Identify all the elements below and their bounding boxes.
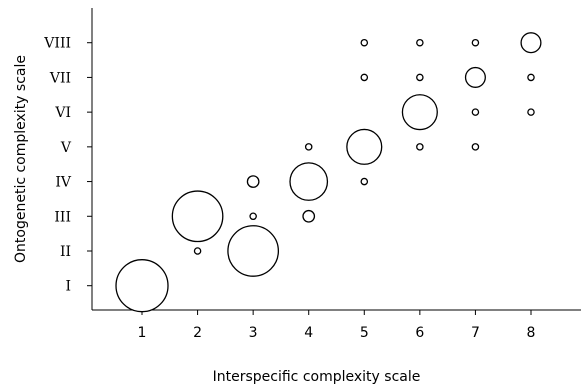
bubble-series bbox=[115, 32, 542, 313]
chart-axes bbox=[91, 8, 581, 311]
bubble-point bbox=[115, 259, 169, 313]
bubble-point bbox=[520, 32, 542, 54]
y-tick-label: I bbox=[65, 279, 71, 295]
x-tick-label: 7 bbox=[471, 325, 480, 341]
y-tick-label: III bbox=[54, 209, 71, 225]
x-tick-label: 5 bbox=[360, 325, 369, 341]
bubble-point bbox=[527, 73, 535, 82]
y-tick-label: II bbox=[60, 244, 71, 260]
bubble-point bbox=[249, 212, 257, 221]
bubble-point bbox=[304, 143, 313, 151]
bubble-point bbox=[416, 73, 424, 82]
x-tick-label: 4 bbox=[304, 325, 313, 341]
bubble-point bbox=[302, 209, 316, 223]
x-tick-label: 6 bbox=[415, 325, 424, 341]
y-axis-title: Ontogenetic complexity scale bbox=[13, 55, 29, 263]
bubble-point bbox=[246, 175, 260, 188]
bubble-point bbox=[471, 38, 480, 47]
x-axis-title: Interspecific complexity scale bbox=[213, 369, 421, 385]
x-axis-ticks: 1 2 3 4 5 6 7 8 bbox=[138, 310, 536, 341]
bubble-point bbox=[471, 143, 480, 151]
x-tick-label: 1 bbox=[138, 325, 147, 341]
bubble-point bbox=[360, 38, 369, 47]
y-tick-label: VII bbox=[49, 70, 71, 86]
x-tick-label: 3 bbox=[249, 325, 258, 341]
bubble-point bbox=[471, 108, 480, 116]
bubble-point bbox=[416, 38, 424, 47]
x-tick-label: 2 bbox=[193, 325, 202, 341]
bubble-point bbox=[346, 128, 383, 165]
y-tick-label: VI bbox=[54, 105, 71, 121]
bubble-point bbox=[527, 108, 535, 116]
x-tick-label: 8 bbox=[527, 325, 536, 341]
bubble-point bbox=[171, 190, 224, 243]
bubble-point bbox=[416, 143, 424, 151]
bubble-point bbox=[464, 66, 486, 88]
bubble-point bbox=[360, 177, 369, 186]
bubble-point bbox=[227, 225, 280, 277]
y-tick-label: VIII bbox=[43, 36, 71, 52]
y-tick-label: V bbox=[60, 140, 72, 156]
bubble-point bbox=[289, 162, 329, 201]
bubble-point bbox=[401, 94, 438, 131]
y-tick-label: IV bbox=[55, 175, 72, 191]
bubble-point bbox=[193, 247, 202, 255]
bubble-point bbox=[360, 73, 369, 82]
